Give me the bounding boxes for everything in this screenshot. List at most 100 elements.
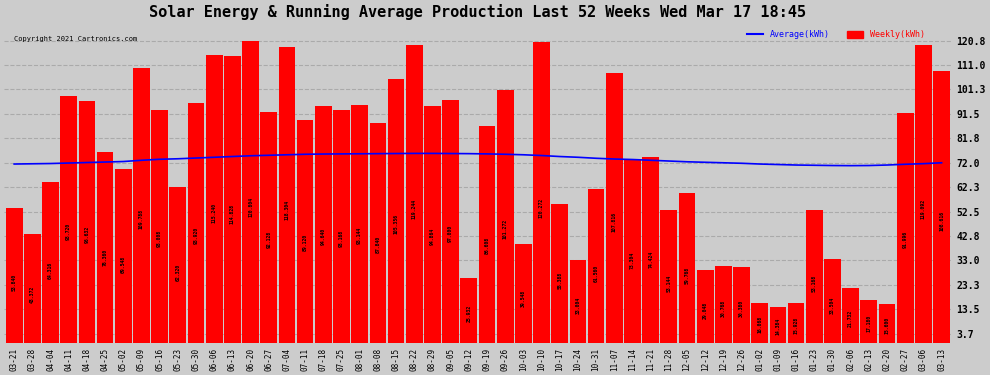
Bar xyxy=(224,56,241,343)
Bar xyxy=(388,80,405,343)
Bar xyxy=(460,278,477,343)
Bar xyxy=(443,100,459,343)
Text: 89.120: 89.120 xyxy=(303,234,308,251)
Text: 30.768: 30.768 xyxy=(721,300,726,317)
Bar xyxy=(169,187,186,343)
Bar xyxy=(151,110,168,343)
Text: 87.840: 87.840 xyxy=(375,236,380,253)
Text: 16.068: 16.068 xyxy=(757,316,762,333)
Text: 21.732: 21.732 xyxy=(848,310,853,327)
Text: 93.168: 93.168 xyxy=(339,230,344,247)
Text: 96.632: 96.632 xyxy=(84,225,89,243)
Bar xyxy=(424,106,441,343)
Bar xyxy=(788,303,805,343)
Bar xyxy=(824,259,841,343)
Text: 109.788: 109.788 xyxy=(139,209,144,230)
Text: 98.720: 98.720 xyxy=(66,223,71,240)
Legend: Average(kWh), Weekly(kWh): Average(kWh), Weekly(kWh) xyxy=(743,27,929,42)
Text: 33.004: 33.004 xyxy=(575,297,580,314)
Bar xyxy=(315,106,332,343)
Text: 76.360: 76.360 xyxy=(103,248,108,266)
Bar xyxy=(297,120,314,343)
Bar xyxy=(43,182,58,343)
Text: 29.048: 29.048 xyxy=(703,302,708,319)
Text: 53.144: 53.144 xyxy=(666,274,671,292)
Text: 53.840: 53.840 xyxy=(12,274,17,291)
Text: 59.768: 59.768 xyxy=(684,267,689,284)
Bar xyxy=(260,112,277,343)
Bar xyxy=(115,169,132,343)
Text: 61.560: 61.560 xyxy=(594,265,599,282)
Text: 97.000: 97.000 xyxy=(448,225,453,242)
Bar xyxy=(915,45,932,343)
Text: 64.316: 64.316 xyxy=(49,262,53,279)
Bar xyxy=(515,244,532,343)
Text: 94.640: 94.640 xyxy=(321,228,326,245)
Bar xyxy=(24,234,41,343)
Bar xyxy=(97,152,114,343)
Bar xyxy=(860,300,877,343)
Text: 107.816: 107.816 xyxy=(612,211,617,232)
Bar xyxy=(478,126,495,343)
Text: 95.920: 95.920 xyxy=(193,226,199,243)
Bar xyxy=(351,105,368,343)
Bar xyxy=(842,288,859,343)
Bar xyxy=(534,42,549,343)
Bar xyxy=(734,267,750,343)
Text: 91.996: 91.996 xyxy=(903,231,908,248)
Bar xyxy=(6,208,23,343)
Text: Copyright 2021 Cartronics.com: Copyright 2021 Cartronics.com xyxy=(14,36,137,42)
Text: 93.008: 93.008 xyxy=(157,230,162,247)
Bar xyxy=(769,307,786,343)
Text: 101.272: 101.272 xyxy=(503,219,508,239)
Bar xyxy=(660,210,677,343)
Bar xyxy=(369,123,386,343)
Bar xyxy=(697,270,714,343)
Bar xyxy=(678,194,695,343)
Bar xyxy=(78,101,95,343)
Text: 120.804: 120.804 xyxy=(248,197,253,217)
Bar xyxy=(133,68,149,343)
Bar xyxy=(551,204,568,343)
Text: 30.380: 30.380 xyxy=(740,300,744,317)
Bar xyxy=(715,266,732,343)
Bar xyxy=(606,73,623,343)
Text: 69.548: 69.548 xyxy=(121,256,126,273)
Bar xyxy=(333,110,349,343)
Bar xyxy=(897,113,914,343)
Bar xyxy=(751,303,768,343)
Text: 33.504: 33.504 xyxy=(830,297,835,314)
Text: 105.356: 105.356 xyxy=(394,214,399,234)
Text: 94.864: 94.864 xyxy=(430,228,435,245)
Bar xyxy=(206,55,223,343)
Text: 73.304: 73.304 xyxy=(630,252,635,269)
Bar xyxy=(624,159,641,343)
Bar xyxy=(934,71,950,343)
Bar xyxy=(588,189,605,343)
Bar xyxy=(60,96,77,343)
Text: 17.180: 17.180 xyxy=(866,315,871,332)
Text: 92.128: 92.128 xyxy=(266,231,271,248)
Text: 119.092: 119.092 xyxy=(921,199,926,219)
Bar xyxy=(243,41,259,343)
Bar xyxy=(569,260,586,343)
Bar xyxy=(188,103,204,343)
Text: 118.304: 118.304 xyxy=(284,200,289,220)
Bar xyxy=(643,157,659,343)
Bar xyxy=(497,90,514,343)
Text: 115.240: 115.240 xyxy=(212,203,217,223)
Bar xyxy=(879,304,895,343)
Text: 62.320: 62.320 xyxy=(175,264,180,281)
Text: 25.932: 25.932 xyxy=(466,305,471,322)
Text: 15.928: 15.928 xyxy=(794,316,799,333)
Text: 119.244: 119.244 xyxy=(412,199,417,219)
Text: 95.144: 95.144 xyxy=(357,227,362,244)
Text: 108.616: 108.616 xyxy=(940,210,944,231)
Bar xyxy=(806,210,823,343)
Bar xyxy=(406,45,423,343)
Text: 74.424: 74.424 xyxy=(648,251,653,268)
Text: 114.828: 114.828 xyxy=(230,204,235,224)
Bar xyxy=(278,47,295,343)
Text: 55.388: 55.388 xyxy=(557,272,562,289)
Text: 39.548: 39.548 xyxy=(521,290,526,307)
